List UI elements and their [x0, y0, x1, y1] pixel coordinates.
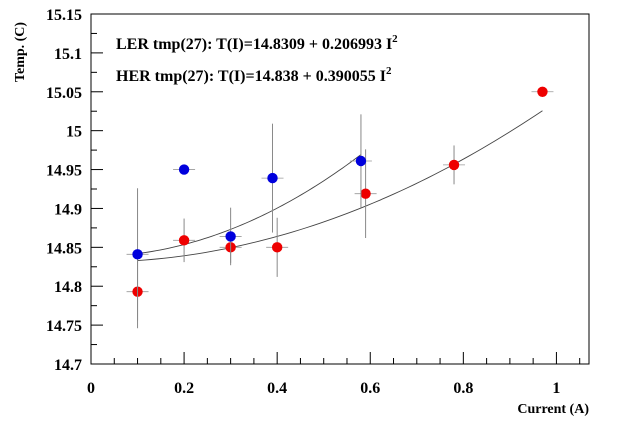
her-point [355, 155, 367, 167]
ler-point [178, 235, 190, 246]
y-tick-label: 14.9 [54, 201, 82, 218]
y-axis: 14.7 14.75 14.8 14.85 14.9 14.95 15 15.05 15.1 15… [46, 7, 103, 374]
fit-curves [137, 110, 543, 262]
her-point [267, 172, 278, 184]
x-axis-title: Current (A) [517, 402, 589, 417]
x-tick-label: 0.8 [453, 380, 473, 397]
y-tick-label: 14.95 [46, 163, 82, 180]
y-tick-label: 14.7 [54, 357, 82, 374]
ler-fit-curve [137, 110, 543, 262]
her-fit-label: HER tmp(27): T(I)=14.838 + 0.390055 I2 [116, 65, 392, 85]
y-axis-title: Temp. (C) [13, 22, 28, 82]
ler-fit-exponent: 2 [392, 33, 398, 45]
ler-point [448, 159, 460, 171]
x-axis: 0 0.2 0.4 0.6 0.8 1 [87, 352, 581, 397]
y-tick-label: 14.85 [46, 240, 82, 257]
x-tick-label: 0.6 [360, 380, 380, 397]
ler-point [360, 188, 371, 199]
her-fit-exponent: 2 [386, 65, 392, 77]
ler-fit-text: LER tmp(27): T(I)=14.8309 + 0.206993 I [116, 36, 392, 53]
y-tick-label: 14.8 [54, 279, 82, 296]
her-point [132, 249, 143, 260]
her-point [225, 231, 236, 242]
ler-point [271, 242, 283, 253]
x-tick-label: 1 [552, 380, 560, 397]
ler-point [537, 86, 548, 97]
x-tick-label: 0.4 [267, 380, 287, 397]
ler-fit-label: LER tmp(27): T(I)=14.8309 + 0.206993 I2 [116, 33, 398, 53]
y-tick-label: 15.1 [54, 46, 82, 63]
y-tick-label: 15.05 [46, 85, 82, 102]
data-points [126, 86, 554, 329]
y-tick-label: 14.75 [46, 318, 82, 335]
her-point [178, 164, 190, 175]
x-tick-label: 0.2 [174, 380, 194, 397]
x-tick-label: 0 [87, 380, 95, 397]
y-tick-label: 15.15 [46, 7, 82, 24]
her-fit-text: HER tmp(27): T(I)=14.838 + 0.390055 I [116, 68, 386, 85]
y-tick-label: 15 [66, 124, 82, 141]
her-fit-curve [137, 154, 362, 255]
